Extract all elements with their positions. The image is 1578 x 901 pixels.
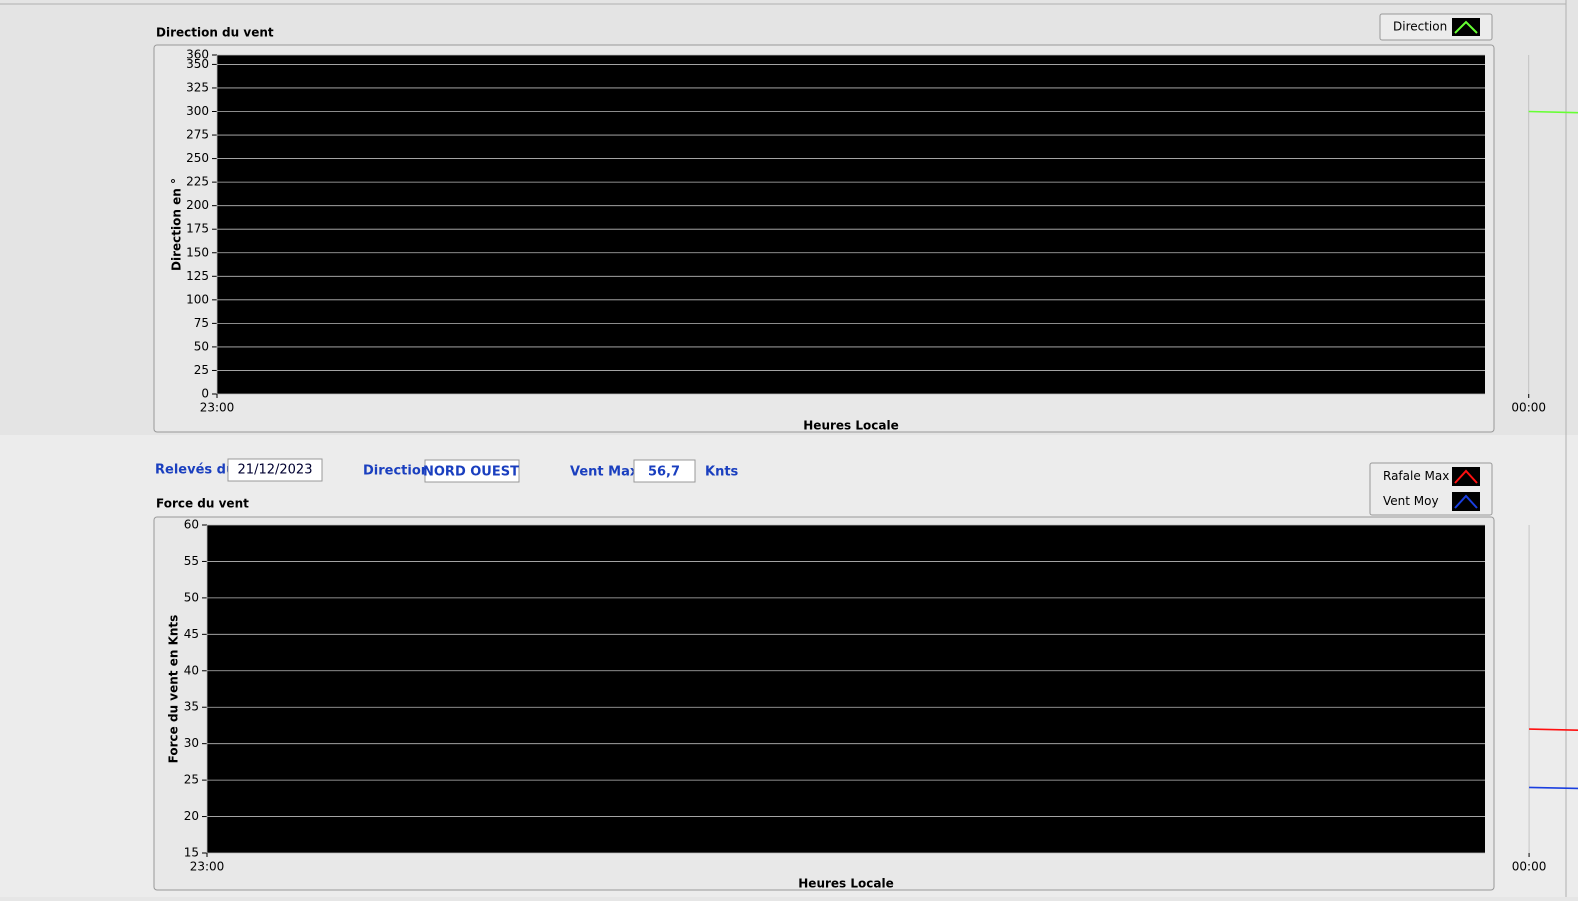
y-tick-label: 75 <box>194 316 209 330</box>
y-tick-label: 30 <box>184 736 199 750</box>
chart-title: Direction du vent <box>156 26 274 40</box>
field-label: Vent Max <box>570 465 639 480</box>
y-tick-label: 40 <box>184 663 199 677</box>
plot-area <box>217 55 1485 394</box>
y-axis-label: Direction en ° <box>170 178 184 271</box>
legend-swatch <box>1452 18 1480 36</box>
y-tick-label: 35 <box>184 700 199 714</box>
y-tick-label: 25 <box>194 363 209 377</box>
legend-swatch <box>1452 492 1480 511</box>
field-box[interactable] <box>424 459 520 483</box>
y-tick-label: 175 <box>186 222 209 236</box>
legend-line <box>1454 494 1478 509</box>
y-tick-label: 45 <box>184 627 199 641</box>
y-tick-label: 300 <box>186 104 209 118</box>
legend-line <box>1454 20 1478 34</box>
y-tick-label: 50 <box>184 590 199 604</box>
y-tick-label: 50 <box>194 339 209 353</box>
x-tick-label: 00:00 <box>1512 860 1547 874</box>
field-value: NORD OUEST <box>423 465 519 480</box>
field-box[interactable] <box>227 458 323 482</box>
y-tick-label: 0 <box>201 387 209 401</box>
y-tick-label: 100 <box>186 292 209 306</box>
field-value: 56,7 <box>648 465 680 480</box>
y-tick-label: 200 <box>186 198 209 212</box>
x-tick-label: 00:00 <box>1511 401 1546 415</box>
legend-label: Rafale Max <box>1383 469 1449 483</box>
y-tick-label: 15 <box>184 846 199 860</box>
legend-label: Direction <box>1393 20 1447 34</box>
legend-label: Vent Moy <box>1383 494 1439 508</box>
y-tick-label: 55 <box>184 554 199 568</box>
y-tick-label: 225 <box>186 175 209 189</box>
y-tick-label: 350 <box>186 57 209 71</box>
plot-area <box>207 525 1485 853</box>
y-tick-label: 25 <box>184 773 199 787</box>
y-tick-label: 360 <box>186 48 209 62</box>
legend-line <box>1454 469 1478 484</box>
y-tick-label: 20 <box>184 809 199 823</box>
chart-title: Force du vent <box>156 497 249 511</box>
x-axis-label: Heures Locale <box>803 419 898 433</box>
x-tick-label: 23:00 <box>200 401 235 415</box>
y-tick-label: 150 <box>186 245 209 259</box>
legend-swatch <box>1452 467 1480 486</box>
x-tick-label: 23:00 <box>190 860 225 874</box>
y-tick-label: 250 <box>186 151 209 165</box>
y-tick-label: 275 <box>186 128 209 142</box>
y-tick-label: 325 <box>186 80 209 94</box>
field-box[interactable] <box>633 459 696 483</box>
field-label: Relevés du <box>155 463 235 478</box>
y-tick-label: 125 <box>186 269 209 283</box>
field-label: Direction <box>363 464 430 479</box>
x-axis-label: Heures Locale <box>798 877 893 891</box>
y-axis-label: Force du vent en Knts <box>167 615 181 764</box>
field-value: 21/12/2023 <box>238 463 313 478</box>
y-tick-label: 60 <box>184 518 199 532</box>
field-unit: Knts <box>705 465 739 480</box>
